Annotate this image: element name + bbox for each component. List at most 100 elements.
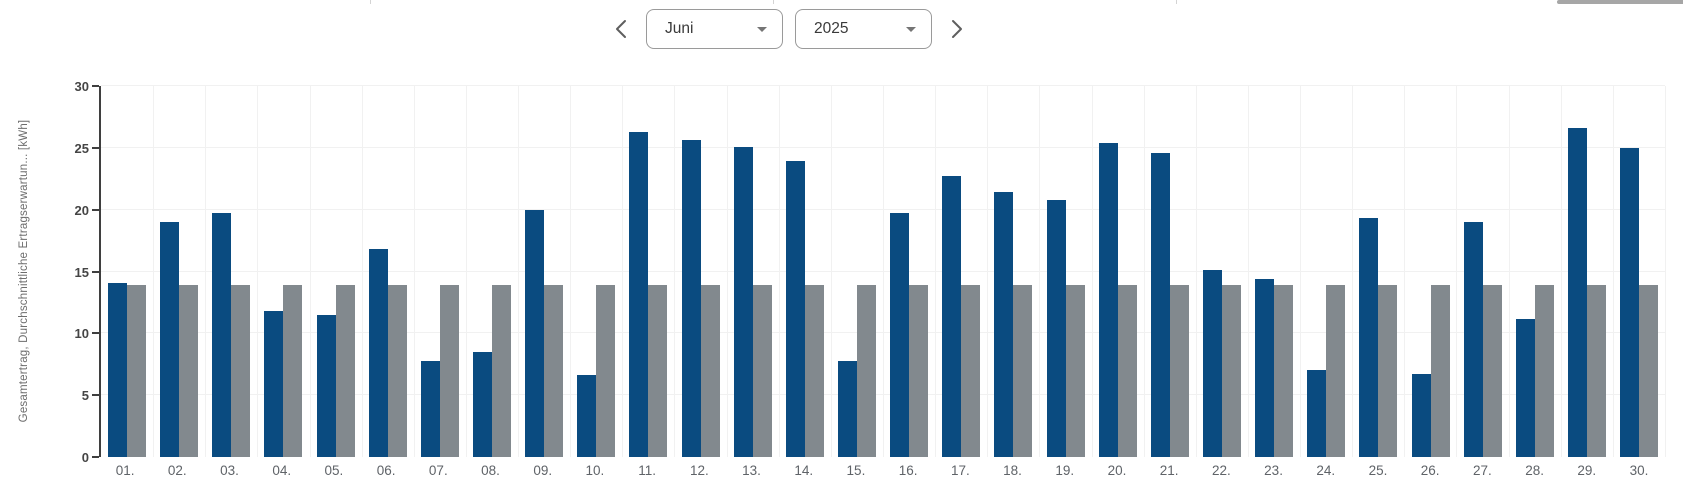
day-group-25: [1352, 86, 1404, 457]
month-select[interactable]: Juni: [646, 9, 783, 49]
day-group-14: [779, 86, 831, 457]
bar-total-day-03[interactable]: [212, 213, 232, 457]
bar-total-day-07[interactable]: [420, 360, 440, 457]
gridline-x: [778, 86, 780, 457]
x-tick-label-28: 28.: [1525, 463, 1544, 478]
bar-total-day-28[interactable]: [1515, 318, 1535, 457]
bar-expected-day-21[interactable]: [1169, 285, 1189, 457]
bar-expected-day-05[interactable]: [335, 285, 355, 457]
x-tick-label-17: 17.: [950, 463, 970, 478]
bar-total-day-17[interactable]: [942, 176, 962, 457]
bar-expected-day-04[interactable]: [283, 285, 303, 457]
y-tick-mark: [92, 332, 99, 335]
bar-total-day-26[interactable]: [1411, 374, 1431, 457]
bar-expected-day-26[interactable]: [1430, 285, 1450, 457]
gridline-x: [257, 86, 259, 457]
bar-expected-day-28[interactable]: [1534, 285, 1554, 457]
y-tick-label-25: 25: [74, 140, 89, 156]
bar-total-day-01[interactable]: [108, 282, 128, 457]
x-tick-label-16: 16.: [898, 463, 918, 478]
bar-expected-day-25[interactable]: [1378, 285, 1398, 457]
x-tick-label-25: 25.: [1368, 463, 1388, 478]
x-tick-label-30: 30.: [1629, 463, 1649, 478]
gridline-x: [1612, 86, 1614, 457]
bar-total-day-24[interactable]: [1307, 370, 1327, 457]
gridline-x: [361, 86, 363, 457]
x-tick-label-18: 18.: [1003, 463, 1022, 478]
x-axis-day-labels: 01. 02. 03. 04. 05. 06. 07. 08. 09. 10. 11. 12. 13. 1…: [99, 463, 1665, 478]
bar-expected-day-02[interactable]: [179, 285, 199, 457]
x-tick-label-02: 02.: [167, 463, 187, 478]
bar-total-day-04[interactable]: [264, 311, 284, 457]
horizontal-scrollbar-thumb[interactable]: [1557, 0, 1683, 4]
bar-expected-day-20[interactable]: [1117, 285, 1137, 457]
bar-total-day-23[interactable]: [1255, 278, 1275, 457]
gridline-x: [935, 86, 937, 457]
bar-total-day-29[interactable]: [1568, 128, 1587, 457]
bar-total-day-09[interactable]: [525, 209, 545, 457]
bar-expected-day-12[interactable]: [700, 285, 720, 457]
bar-expected-day-19[interactable]: [1065, 285, 1085, 457]
bar-expected-day-14[interactable]: [804, 285, 824, 457]
bar-total-day-10[interactable]: [577, 375, 597, 457]
bar-total-day-27[interactable]: [1463, 222, 1483, 457]
bar-total-day-11[interactable]: [629, 131, 649, 457]
bar-expected-day-23[interactable]: [1274, 285, 1294, 457]
bar-expected-day-01[interactable]: [127, 285, 147, 457]
bar-expected-day-18[interactable]: [1013, 285, 1033, 457]
y-tick-mark: [92, 146, 99, 149]
previous-month-button[interactable]: [608, 9, 634, 49]
day-group-30: [1613, 86, 1665, 457]
gridline-x: [309, 86, 311, 457]
bar-total-day-21[interactable]: [1150, 152, 1170, 457]
bar-total-day-16[interactable]: [890, 213, 910, 457]
year-select[interactable]: 2025: [795, 9, 932, 49]
bar-expected-day-13[interactable]: [752, 285, 772, 457]
bar-expected-day-29[interactable]: [1587, 285, 1606, 457]
bar-expected-day-03[interactable]: [231, 285, 251, 457]
day-group-16: [883, 86, 935, 457]
bar-total-day-05[interactable]: [316, 314, 336, 457]
bar-expected-day-22[interactable]: [1222, 285, 1242, 457]
day-group-12: [675, 86, 727, 457]
x-tick-label-12: 12.: [689, 463, 709, 478]
x-tick-label-21: 21.: [1159, 463, 1179, 478]
bar-expected-day-07[interactable]: [439, 285, 459, 457]
bar-total-day-12[interactable]: [681, 140, 701, 457]
gridline-x: [1247, 86, 1249, 457]
day-group-18: [987, 86, 1039, 457]
bar-total-day-15[interactable]: [838, 360, 858, 457]
bar-expected-day-06[interactable]: [387, 285, 407, 457]
gridline-y-30: [101, 85, 1665, 86]
bar-total-day-13[interactable]: [733, 146, 753, 457]
bar-expected-day-30[interactable]: [1639, 285, 1659, 457]
bar-total-day-20[interactable]: [1098, 142, 1118, 457]
bar-expected-day-17[interactable]: [961, 285, 981, 457]
bar-total-day-22[interactable]: [1203, 270, 1223, 457]
bar-total-day-18[interactable]: [994, 192, 1014, 457]
bar-total-day-14[interactable]: [785, 161, 805, 457]
gridline-x: [726, 86, 728, 457]
day-group-05: [310, 86, 362, 457]
bar-expected-day-11[interactable]: [648, 285, 668, 457]
bar-total-day-30[interactable]: [1620, 147, 1640, 457]
bar-expected-day-27[interactable]: [1482, 285, 1502, 457]
y-tick-mark: [92, 208, 99, 211]
gridline-x: [413, 86, 415, 457]
bar-expected-day-10[interactable]: [596, 285, 616, 457]
bar-total-day-08[interactable]: [473, 351, 493, 457]
bar-total-day-02[interactable]: [160, 222, 180, 457]
bar-expected-day-09[interactable]: [544, 285, 564, 457]
gridline-x: [465, 86, 467, 457]
next-month-button[interactable]: [944, 9, 970, 49]
caret-down-icon: [906, 27, 916, 32]
bar-total-day-25[interactable]: [1359, 218, 1379, 457]
bar-expected-day-24[interactable]: [1326, 285, 1346, 457]
bar-expected-day-08[interactable]: [492, 285, 512, 457]
bar-expected-day-15[interactable]: [857, 285, 877, 457]
bar-expected-day-16[interactable]: [909, 285, 929, 457]
x-tick-label-26: 26.: [1420, 463, 1440, 478]
bar-total-day-06[interactable]: [368, 249, 388, 457]
bar-total-day-19[interactable]: [1046, 199, 1066, 457]
x-tick-label-14: 14.: [794, 463, 814, 478]
